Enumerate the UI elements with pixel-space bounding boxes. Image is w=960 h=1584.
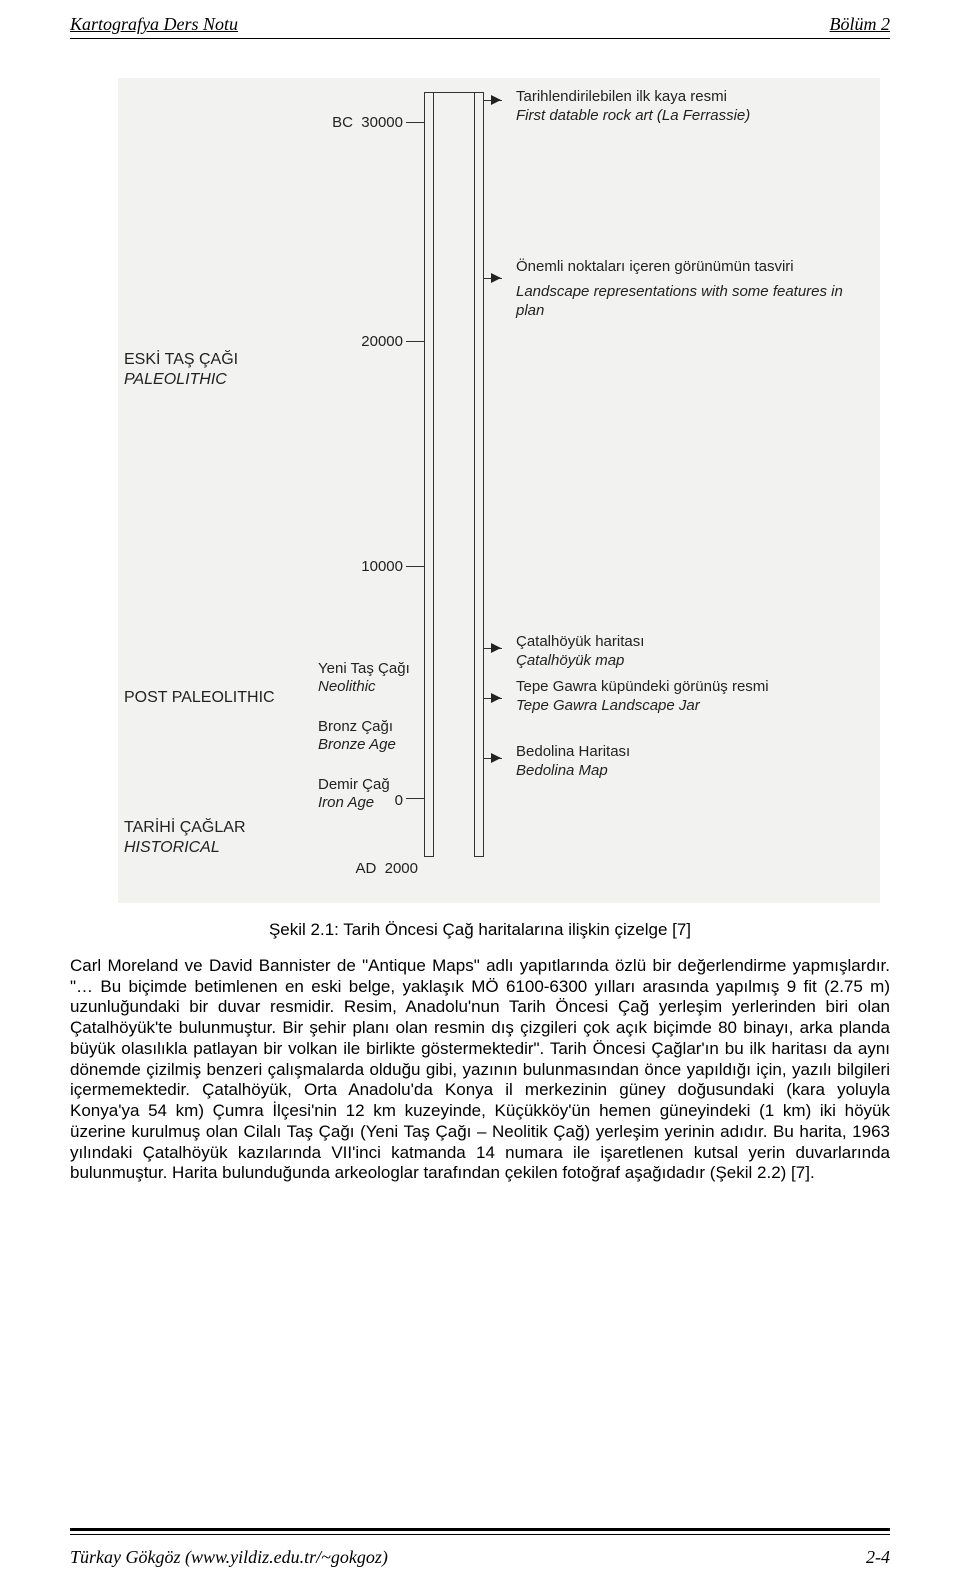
tick-left-30000 [406,122,424,123]
header-left: Kartografya Ders Notu [70,14,238,35]
tick-left-0 [406,798,424,799]
age-neolithic: Yeni Taş Çağı Neolithic [318,660,410,696]
footer-rule [70,1528,890,1534]
timeline-top-connector [424,92,484,93]
arrow-tepe [491,693,501,703]
event-catal: Çatalhöyük haritası Çatalhöyük map [516,633,856,671]
timeline-bar-left [424,92,434,857]
page-header: Kartografya Ders Notu Bölüm 2 [0,0,960,39]
era-historical: TARİHİ ÇAĞLAR HISTORICAL [124,818,246,858]
scale-10000: 10000 [348,558,403,575]
figure-caption: Şekil 2.1: Tarih Öncesi Çağ haritalarına… [70,920,890,940]
event-landscape: Önemli noktaları içeren görünümün tasvir… [516,258,856,320]
event-rockart: Tarihlendirilebilen ilk kaya resmi First… [516,88,856,126]
arrow-rockart [491,95,501,105]
scale-20000: 20000 [348,333,403,350]
bc-label: BC 30000 [313,114,403,131]
event-bedolina: Bedolina Haritası Bedolina Map [516,743,856,781]
tick-left-10000 [406,566,424,567]
body-paragraph: Carl Moreland ve David Bannister de "Ant… [70,956,890,1184]
era-paleolithic: ESKİ TAŞ ÇAĞI PALEOLITHIC [124,350,238,390]
page-footer: Türkay Gökgöz (www.yildiz.edu.tr/~gokgoz… [70,1547,890,1568]
footer-left: Türkay Gökgöz (www.yildiz.edu.tr/~gokgoz… [70,1547,388,1568]
age-bronze: Bronz Çağı Bronze Age [318,718,396,754]
header-right: Bölüm 2 [830,14,891,35]
ad-label: AD 2000 [328,860,418,877]
footer-right: 2-4 [866,1547,890,1568]
tick-left-20000 [406,341,424,342]
timeline-bar-right [474,92,484,857]
age-iron: Demir Çağ Iron Age [318,776,390,812]
timeline-figure: BC 30000 20000 10000 0 AD 2000 ESKİ TAŞ … [118,78,880,903]
arrow-bedolina [491,753,501,763]
event-tepe: Tepe Gawra küpündeki görünüş resmi Tepe … [516,678,856,716]
arrow-landscape [491,273,501,283]
header-rule [70,38,890,39]
arrow-catal [491,643,501,653]
era-post-paleolithic: POST PALEOLITHIC [124,688,275,708]
